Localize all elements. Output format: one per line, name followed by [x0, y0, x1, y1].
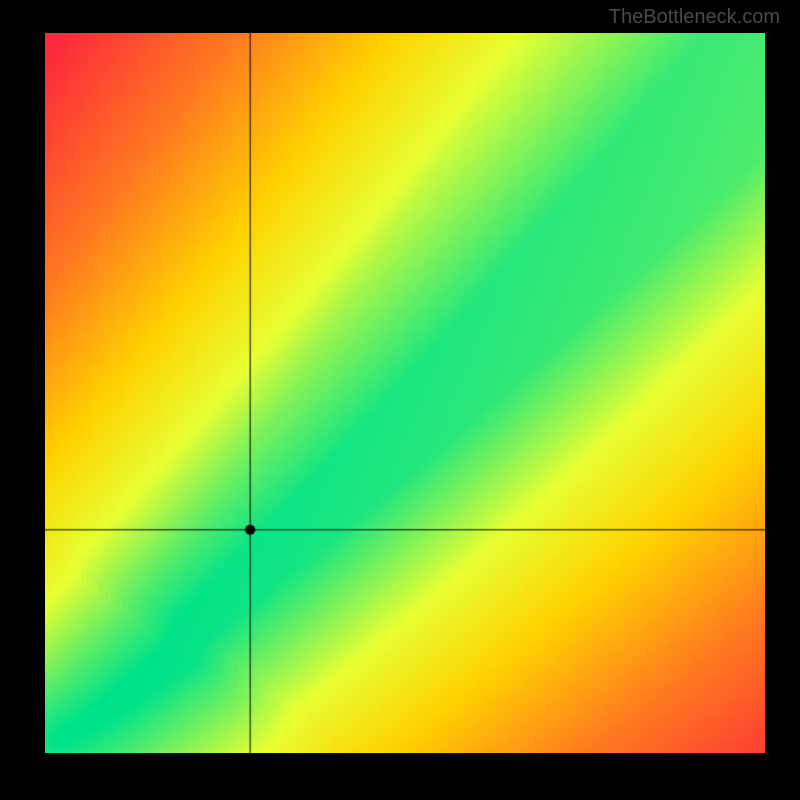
- heatmap-canvas: [45, 33, 765, 753]
- heatmap-plot: [45, 33, 765, 753]
- watermark-text: TheBottleneck.com: [609, 6, 780, 29]
- chart-container: TheBottleneck.com: [0, 0, 800, 800]
